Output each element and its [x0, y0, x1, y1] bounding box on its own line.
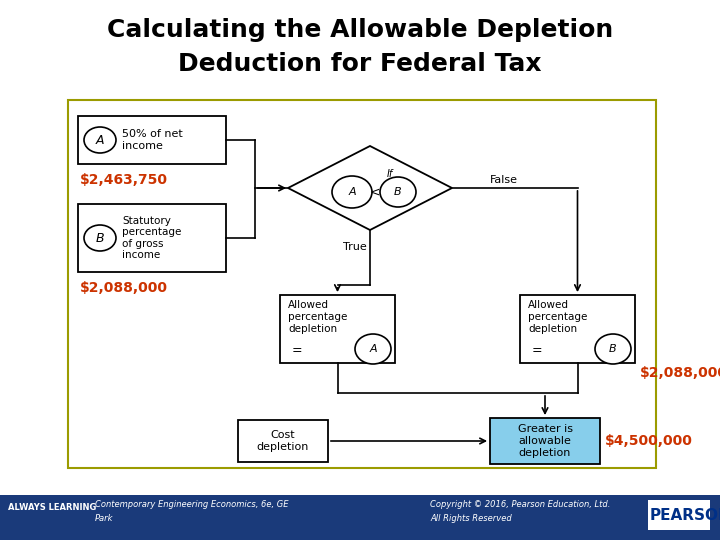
Text: Deduction for Federal Tax: Deduction for Federal Tax — [179, 52, 541, 76]
Polygon shape — [288, 146, 452, 230]
Bar — [78, 116, 226, 164]
Text: Contemporary Engineering Economics, 6e, GE: Contemporary Engineering Economics, 6e, … — [95, 500, 289, 509]
Text: $2,088,000: $2,088,000 — [80, 281, 168, 295]
Text: False: False — [490, 175, 518, 185]
Text: =: = — [532, 345, 543, 357]
Text: Calculating the Allowable Depletion: Calculating the Allowable Depletion — [107, 18, 613, 42]
Text: B: B — [609, 344, 617, 354]
Ellipse shape — [84, 127, 116, 153]
Text: Allowed
percentage
depletion: Allowed percentage depletion — [528, 300, 588, 334]
Text: Copyright © 2016, Pearson Education, Ltd.: Copyright © 2016, Pearson Education, Ltd… — [430, 500, 611, 509]
Ellipse shape — [380, 177, 416, 207]
Ellipse shape — [332, 176, 372, 208]
Text: Cost
depletion: Cost depletion — [257, 430, 309, 452]
Ellipse shape — [595, 334, 631, 364]
Text: 50% of net
income: 50% of net income — [122, 129, 183, 151]
Text: All Rights Reserved: All Rights Reserved — [430, 514, 512, 523]
Bar — [520, 295, 635, 363]
Bar — [68, 100, 656, 468]
Text: =: = — [292, 345, 302, 357]
Text: If: If — [387, 169, 393, 179]
Bar — [648, 500, 710, 530]
Text: A: A — [96, 133, 104, 146]
Text: A: A — [348, 187, 356, 197]
Text: <: < — [370, 186, 380, 199]
Bar — [78, 204, 226, 272]
Bar — [490, 418, 600, 464]
Text: $2,088,000: $2,088,000 — [640, 366, 720, 380]
Bar — [0, 495, 720, 540]
Text: $4,500,000: $4,500,000 — [605, 434, 693, 448]
Bar — [238, 420, 328, 462]
Text: Greater is
allowable
depletion: Greater is allowable depletion — [518, 424, 572, 457]
Text: Allowed
percentage
depletion: Allowed percentage depletion — [288, 300, 347, 334]
Ellipse shape — [355, 334, 391, 364]
Text: Statutory
percentage
of gross
income: Statutory percentage of gross income — [122, 215, 181, 260]
Bar — [280, 295, 395, 363]
Text: $2,463,750: $2,463,750 — [80, 173, 168, 187]
Text: PEARSON: PEARSON — [650, 508, 720, 523]
Ellipse shape — [84, 225, 116, 251]
Text: Park: Park — [95, 514, 114, 523]
Text: B: B — [394, 187, 402, 197]
Text: A: A — [369, 344, 377, 354]
Text: True: True — [343, 242, 367, 252]
Text: ALWAYS LEARNING: ALWAYS LEARNING — [8, 503, 96, 512]
Text: B: B — [96, 232, 104, 245]
